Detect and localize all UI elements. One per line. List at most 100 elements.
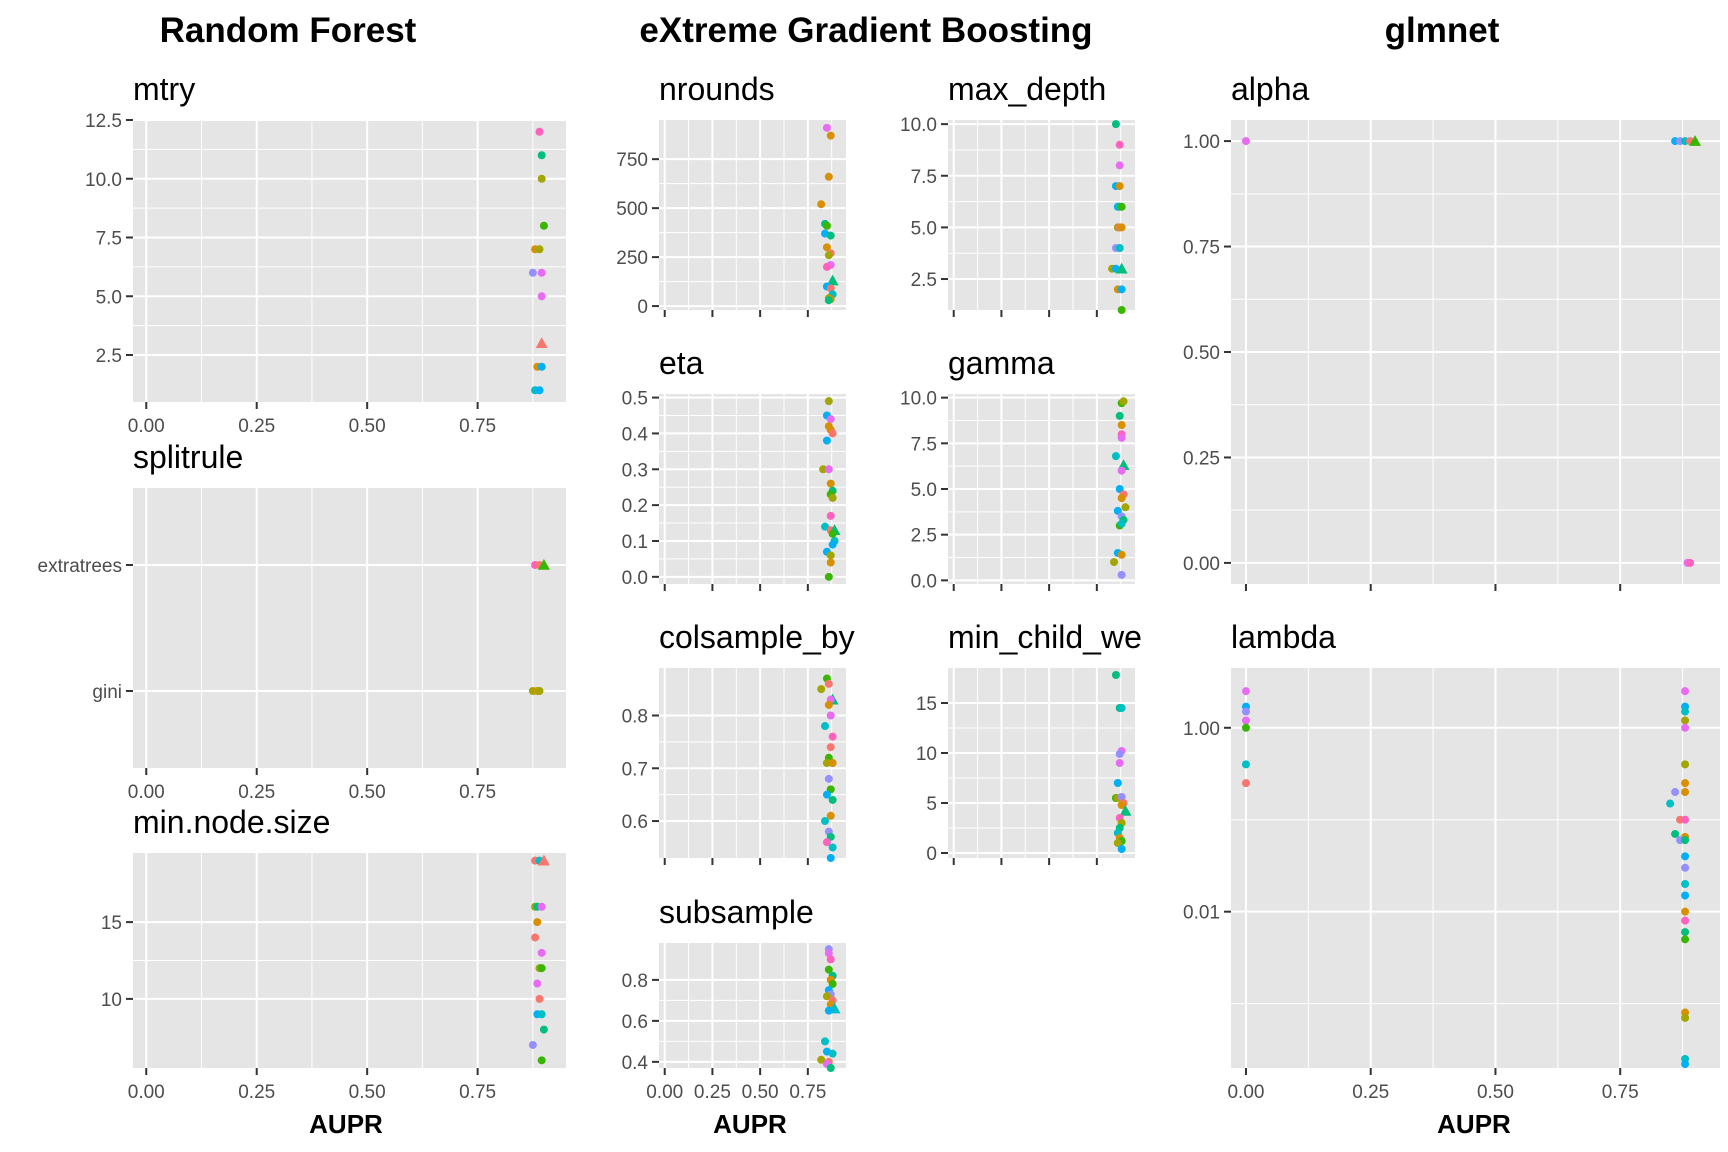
panel-title: mtry: [133, 71, 195, 107]
y-tick-label: 7.5: [96, 229, 122, 250]
data-point: [1686, 558, 1695, 567]
data-point: [826, 558, 835, 567]
data-point: [824, 949, 833, 958]
panel-lambda: 0.01 1.00 0.00 0.25 0.50 0.75 lambda: [1183, 619, 1720, 1103]
data-point: [1671, 829, 1680, 838]
data-point: [537, 1056, 546, 1065]
data-point-triangle: [826, 274, 839, 286]
data-point: [1681, 863, 1690, 872]
y-tick-label: 5: [926, 794, 937, 815]
data-point: [1671, 788, 1680, 797]
data-point: [1117, 570, 1126, 579]
data-point: [539, 221, 548, 230]
panel-mtry: 2.5 5.0 7.5 10.0 12.5 0.00 0.25 0.50 0.75 mtry: [85, 71, 566, 437]
x-tick-label: 0.00: [128, 416, 165, 437]
data-point: [535, 245, 544, 254]
data-point: [1681, 836, 1690, 845]
data-point: [822, 123, 831, 132]
y-tick-label: 12.5: [85, 111, 122, 132]
data-point: [822, 436, 831, 445]
data-point: [1241, 707, 1250, 716]
y-tick-label: 10: [916, 744, 937, 765]
y-tick-label: 0.6: [622, 1012, 648, 1033]
x-axis-title-glmnet: AUPR: [1437, 1109, 1511, 1139]
data-point-triangle: [1119, 805, 1132, 816]
data-point: [1117, 704, 1126, 712]
y-tick-label: 2.5: [911, 526, 937, 547]
data-point: [1117, 223, 1126, 232]
data-point: [1681, 788, 1690, 797]
panel-max-depth: 2.5 5.0 7.5 10.0 max_depth: [900, 71, 1135, 317]
x-tick-label: 0.75: [789, 1082, 826, 1103]
y-tick-label: 0: [926, 844, 937, 865]
data-point: [824, 774, 833, 783]
y-tick-label: 10.0: [85, 170, 122, 191]
data-point: [1117, 519, 1126, 528]
data-point: [1241, 723, 1250, 732]
data-point: [528, 1040, 537, 1049]
data-point: [826, 415, 835, 424]
panel-background: [659, 943, 846, 1068]
data-point: [528, 268, 537, 277]
data-point: [1110, 558, 1119, 567]
data-point: [1117, 494, 1126, 503]
data-point: [824, 397, 833, 406]
data-point: [826, 854, 835, 862]
data-point: [537, 964, 546, 973]
data-point: [821, 522, 830, 531]
data-point: [1681, 916, 1690, 925]
panel-title: colsample_by: [659, 619, 855, 655]
x-tick-label: 0.25: [694, 1082, 731, 1103]
data-point: [817, 685, 826, 694]
y-tick-label: 0.7: [622, 759, 648, 780]
data-point: [824, 172, 833, 181]
data-point: [824, 700, 833, 709]
data-point: [821, 1037, 830, 1046]
data-point: [828, 1049, 837, 1058]
data-point: [826, 743, 835, 752]
data-point: [822, 790, 831, 799]
data-point: [828, 493, 837, 502]
data-point: [537, 902, 546, 911]
y-tick-label: 0.25: [1183, 448, 1220, 469]
x-tick-label: 0.50: [1477, 1082, 1514, 1103]
data-point: [1681, 1013, 1690, 1022]
panel-background: [659, 668, 846, 858]
data-point: [824, 1006, 833, 1015]
data-point: [819, 465, 828, 474]
data-point: [1681, 687, 1690, 696]
panel-nrounds: 0 250 500 750 nrounds: [616, 71, 846, 318]
y-tick-label: 1.00: [1183, 132, 1220, 153]
data-point-triangle: [537, 854, 550, 866]
panel-title: alpha: [1231, 71, 1310, 107]
data-point: [826, 479, 835, 488]
data-point: [1241, 687, 1250, 696]
x-tick-label: 0.25: [238, 782, 275, 803]
data-point: [828, 795, 837, 804]
data-point: [821, 722, 830, 731]
panel-title: splitrule: [133, 439, 243, 475]
panel-background: [659, 394, 846, 584]
data-point: [531, 933, 540, 942]
x-tick-label: 0.75: [459, 416, 496, 437]
data-point: [1117, 421, 1126, 430]
y-tick-label: 10: [101, 990, 122, 1011]
data-point: [824, 965, 833, 974]
y-tick-label: 0.2: [622, 496, 648, 517]
data-point: [826, 511, 835, 520]
data-point: [535, 687, 544, 695]
panel-background: [133, 488, 566, 768]
data-point: [822, 262, 831, 271]
y-tick-label: 10.0: [900, 115, 937, 136]
data-point: [537, 948, 546, 957]
data-point: [1681, 852, 1690, 861]
x-tick-label: 0.25: [238, 1082, 275, 1103]
data-point: [1111, 671, 1120, 679]
data-point: [1115, 750, 1124, 758]
data-point: [535, 994, 544, 1003]
data-point: [1115, 182, 1124, 191]
x-tick-label: 0.25: [238, 416, 275, 437]
x-tick-label: 0.25: [1352, 1082, 1389, 1103]
data-point: [824, 679, 833, 688]
data-point: [1117, 433, 1126, 442]
